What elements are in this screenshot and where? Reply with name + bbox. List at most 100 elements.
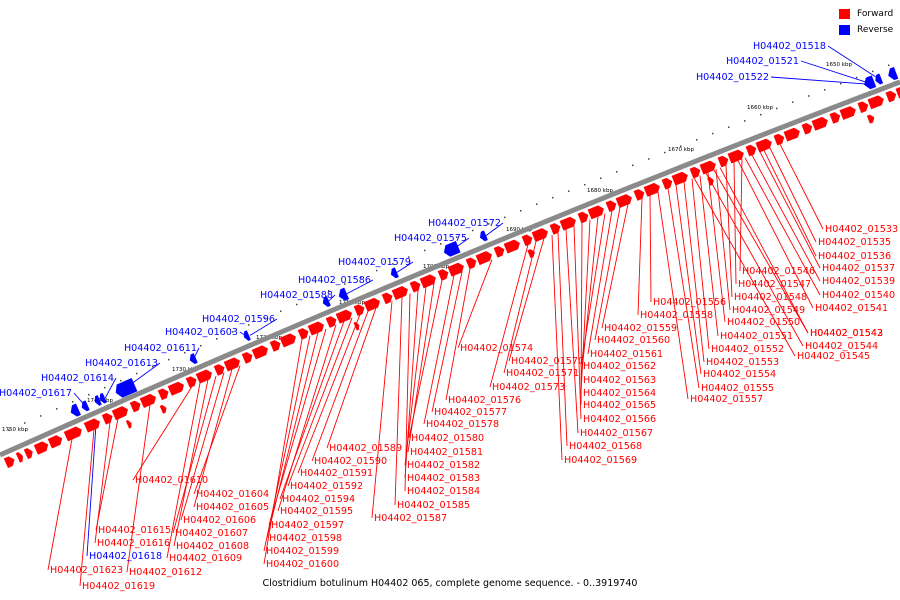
tick-mark (744, 120, 746, 122)
tick-mark (456, 236, 458, 238)
reverse-gene-arrow-shape (390, 267, 399, 279)
leader-lines (47, 45, 881, 587)
leader-line (565, 229, 579, 434)
leader-line (713, 169, 809, 334)
leader-line (683, 181, 705, 363)
reverse-gene-arrow-shape (99, 392, 107, 404)
forward-gene-label: H04402_01569 (564, 455, 637, 466)
leader-line (193, 369, 233, 508)
tick-mark (664, 151, 666, 154)
forward-gene-arrow (33, 441, 49, 455)
reverse-gene-arrow (443, 240, 461, 257)
leader-line (457, 259, 493, 349)
forward-gene-label: H04402_01578 (426, 419, 499, 430)
leader-line (94, 422, 111, 544)
genome-backbone (0, 79, 900, 458)
forward-gene-label: H04402_01608 (176, 541, 249, 552)
forward-gene-arrow-shape (195, 369, 212, 384)
reverse-gene-label: H04402_01614 (41, 373, 114, 384)
leader-line (172, 375, 217, 534)
legend-forward-swatch (839, 9, 850, 19)
leader-line (503, 241, 537, 374)
forward-gene-arrow (419, 274, 436, 289)
forward-gene-arrow (707, 176, 714, 186)
forward-gene-arrow (307, 321, 324, 336)
tick-mark (648, 158, 650, 160)
reverse-gene-arrow (115, 377, 138, 398)
leader-line (431, 271, 463, 413)
forward-gene-arrow (661, 177, 673, 190)
leader-line (715, 169, 731, 311)
forward-gene-label: H04402_01549 (732, 305, 805, 316)
forward-gene-label: H04402_01585 (397, 500, 470, 511)
tick-mark (280, 310, 282, 313)
reverse-gene-arrow (94, 395, 102, 406)
forward-gene-label: H04402_01566 (583, 414, 656, 425)
tick-mark (424, 249, 426, 252)
leader-line (326, 307, 377, 449)
forward-gene-label: H04402_01570 (511, 356, 584, 367)
forward-gene-arrow (15, 452, 23, 463)
forward-gene-arrow (549, 223, 561, 235)
tick-mark (568, 190, 570, 192)
forward-gene-arrow (335, 309, 352, 324)
leader-line (770, 76, 869, 85)
tick-mark (328, 290, 330, 292)
tick-mark (72, 401, 74, 403)
leader-line (737, 160, 814, 309)
reverse-gene-arrow-shape (338, 287, 350, 301)
tick-mark (8, 429, 10, 431)
forward-gene-label: H04402_01550 (727, 317, 800, 328)
forward-gene-label: H04402_01606 (183, 515, 256, 526)
tick-mark (344, 283, 346, 285)
tick-label: 1660 kbp (747, 105, 773, 111)
forward-gene-arrow-shape (699, 160, 716, 175)
tick-mark (872, 70, 874, 73)
forward-gene-arrow-shape (269, 340, 281, 352)
reverse-gene-label: H04402_01596 (202, 314, 275, 325)
tick-mark (264, 317, 266, 319)
legend-forward: Forward (839, 9, 893, 19)
forward-gene-label: H04402_01544 (805, 341, 878, 352)
forward-gene-label: H04402_01567 (580, 428, 653, 439)
leader-line (693, 177, 796, 357)
forward-gene-arrow-shape (3, 456, 15, 469)
forward-gene-arrow (717, 155, 729, 168)
forward-gene-label: H04402_01554 (703, 369, 776, 380)
leader-line (725, 165, 733, 298)
forward-gene-label: H04402_01576 (448, 395, 521, 406)
reverse-gene-arrow-shape (875, 73, 884, 85)
tick-mark (520, 210, 522, 212)
tick-mark (696, 139, 698, 141)
forward-gene-arrow (101, 412, 113, 425)
forward-gene-arrow (577, 211, 589, 224)
forward-gene-arrow (503, 239, 520, 254)
reverse-gene-arrow-shape (443, 240, 461, 257)
forward-gene-arrow (111, 406, 128, 421)
legend-reverse: Reverse (839, 25, 893, 35)
reverse-gene-arrow-shape (81, 400, 90, 412)
leader-line (587, 210, 613, 355)
leader-line (744, 157, 821, 296)
forward-gene-arrow-shape (391, 286, 408, 301)
forward-gene-arrow-shape (125, 420, 132, 429)
forward-gene-arrow (811, 116, 828, 131)
leader-line (166, 382, 201, 559)
leader-line (266, 332, 319, 539)
legend-reverse-swatch (839, 25, 850, 35)
reverse-gene-label: H04402_01617 (0, 388, 72, 399)
forward-gene-label: H04402_01600 (266, 559, 339, 570)
tick-label: 1730 kbp (172, 367, 198, 373)
leader-line (404, 290, 419, 479)
forward-gene-arrow-shape (297, 328, 309, 340)
tick-mark (840, 82, 842, 85)
tick-mark (104, 386, 106, 389)
leader-line (769, 147, 817, 243)
forward-gene-arrow-shape (643, 182, 660, 197)
reverse-gene-label: H04402_01618 (89, 551, 162, 562)
forward-gene-arrow-shape (251, 345, 268, 360)
leader-line (759, 151, 821, 269)
tick-mark (824, 89, 826, 91)
forward-gene-arrow (195, 369, 212, 384)
leader-line (580, 219, 591, 394)
